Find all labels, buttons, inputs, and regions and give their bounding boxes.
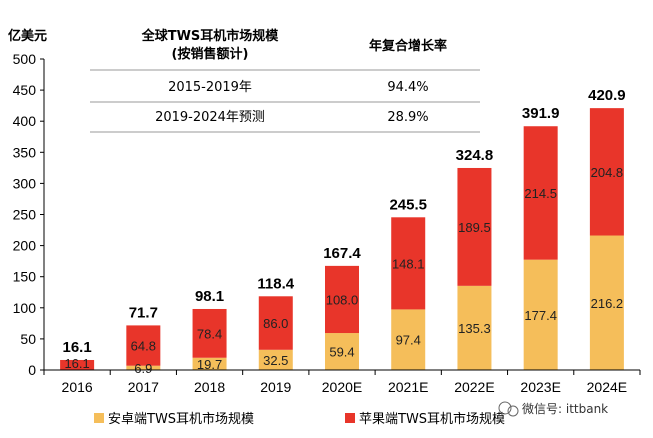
y-tick-label: 450 [13, 82, 37, 98]
data-label-total: 167.4 [323, 245, 361, 262]
bar-android [589, 235, 624, 370]
table-header-market-line2: (按销售额计) [172, 46, 249, 62]
data-label-android: 177.4 [524, 308, 557, 323]
watermark: 微信号: ittbank [498, 401, 608, 417]
data-label-android: 59.4 [329, 345, 354, 360]
data-label-apple: 204.8 [591, 165, 624, 180]
table-row-rate: 94.4% [387, 80, 428, 95]
table-header-cagr: 年复合增长率 [369, 38, 447, 54]
bar-apple [60, 359, 95, 370]
data-label-apple: 86.0 [263, 316, 288, 331]
data-label-total: 245.5 [389, 196, 427, 213]
legend-label-apple: 苹果端TWS耳机市场规模 [359, 411, 505, 427]
legend-label-android: 安卓端TWS耳机市场规模 [108, 411, 254, 427]
data-label-apple: 214.5 [524, 186, 557, 201]
data-label-android: 6.9 [134, 361, 152, 376]
inset-table: 全球TWS耳机市场规模 (按销售额计) 年复合增长率 2015-2019年 94… [90, 28, 480, 133]
legend-swatch-android [94, 413, 104, 423]
bar-android [457, 285, 492, 370]
bar-apple [523, 126, 558, 260]
y-tick-label: 0 [28, 362, 36, 378]
table-row-period: 2015-2019年 [168, 80, 252, 95]
bar-apple [258, 296, 293, 350]
bar-group: 16.116.1 6.9 64.8 71.7 19.7 78.4 98.1 32.5 86.0 1… [60, 87, 626, 376]
data-label-total: 98.1 [195, 288, 224, 305]
legend: 安卓端TWS耳机市场规模 苹果端TWS耳机市场规模 [94, 411, 505, 427]
x-tick-label: 2021E [388, 379, 428, 395]
bar-apple [457, 167, 492, 286]
data-label-android: 32.5 [263, 353, 288, 368]
wechat-icon [498, 401, 512, 415]
watermark-text: 微信号: ittbank [522, 402, 608, 416]
bar-android [523, 259, 558, 370]
y-tick-label: 300 [13, 175, 37, 191]
x-axis: 2016 2017 2018 2019 2020E 2021E 2022E 2023E 2024… [43, 369, 641, 395]
bar-android [192, 357, 227, 370]
x-tick-label: 2016 [62, 379, 93, 395]
x-tick-label: 2024E [587, 379, 627, 395]
y-tick-label: 400 [13, 113, 37, 129]
x-tick-label: 2018 [194, 379, 225, 395]
y-tick-label: 500 [13, 51, 37, 67]
data-label-android: 135.3 [458, 321, 491, 336]
bar-apple [192, 308, 227, 358]
y-axis: 0 50 100 150 200 250 300 350 400 450 500 [13, 51, 45, 378]
y-tick-label: 50 [20, 331, 36, 347]
bar-android [391, 309, 426, 370]
data-label-total: 391.9 [522, 105, 560, 122]
data-label-android: 19.7 [197, 357, 222, 372]
y-axis-unit-label: 亿美元 [8, 28, 47, 44]
data-label-apple: 78.4 [197, 326, 222, 341]
bar-apple [126, 325, 161, 366]
data-label-android: 216.2 [591, 296, 624, 311]
y-tick-label: 200 [13, 238, 37, 254]
bar-apple [325, 265, 359, 334]
data-label-total: 118.4 [257, 275, 294, 292]
data-label-apple: 108.0 [326, 292, 359, 307]
bar-android [258, 349, 293, 370]
x-tick-label: 2023E [520, 379, 560, 395]
data-label-total: 420.9 [588, 87, 626, 104]
legend-swatch-apple [345, 413, 355, 423]
wechat-icon [507, 405, 519, 417]
bar-apple [589, 108, 624, 236]
x-tick-label: 2019 [260, 379, 291, 395]
table-row-rate: 28.9% [387, 110, 428, 125]
data-label-apple: 148.1 [392, 256, 425, 271]
y-tick-label: 250 [13, 207, 37, 223]
data-label-android: 97.4 [396, 333, 421, 348]
data-label-apple: 189.5 [458, 220, 491, 235]
bar-android [325, 333, 359, 370]
y-tick-label: 350 [13, 144, 37, 160]
y-tick-label: 100 [13, 300, 37, 316]
y-tick-label: 150 [13, 269, 37, 285]
x-tick-label: 2017 [128, 379, 159, 395]
data-label-total: 71.7 [129, 304, 158, 321]
bar-apple [391, 217, 426, 310]
data-label-total: 324.8 [456, 147, 494, 164]
x-tick-label: 2022E [454, 379, 494, 395]
table-row-period: 2019-2024年预测 [155, 110, 265, 125]
data-label-total: 16.1 [63, 339, 92, 356]
x-tick-label: 2020E [322, 379, 362, 395]
bar-android [126, 365, 161, 370]
data-label-apple: 64.8 [131, 339, 156, 354]
data-label-apple: 16.1 [64, 356, 89, 371]
table-header-market-line1: 全球TWS耳机市场规模 [141, 28, 280, 44]
